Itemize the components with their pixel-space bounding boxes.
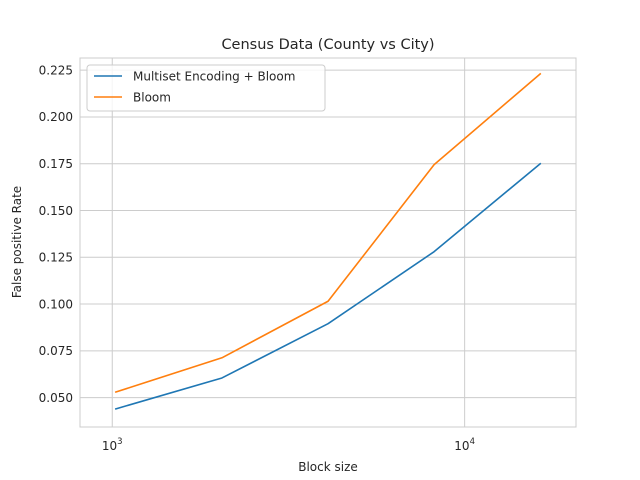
legend-label: Multiset Encoding + Bloom <box>133 69 295 83</box>
x-tick-label: 103 <box>102 437 123 453</box>
y-tick-label: 0.225 <box>39 63 73 77</box>
legend: Multiset Encoding + Bloom Bloom <box>86 64 326 112</box>
y-tick-label: 0.125 <box>39 251 73 265</box>
y-tick-label: 0.100 <box>39 297 73 311</box>
plot-area <box>79 57 577 428</box>
series-line-multiset-encoding-bloom <box>114 162 542 410</box>
plot-frame <box>79 57 577 428</box>
x-axis-title: Block size <box>298 460 358 474</box>
y-axis: 0.050 0.075 0.100 0.125 0.150 0.175 0.200 0.225 <box>39 63 73 404</box>
series-layer <box>114 72 542 410</box>
x-tick-label: 104 <box>454 437 475 453</box>
y-tick-label: 0.050 <box>39 391 73 405</box>
y-tick-label: 0.175 <box>39 157 73 171</box>
y-axis-title: False positive Rate <box>10 186 24 298</box>
legend-label: Bloom <box>133 90 171 104</box>
series-line-bloom <box>114 72 542 394</box>
x-axis: 103 104 <box>102 437 475 453</box>
legend-frame <box>86 64 326 112</box>
y-tick-label: 0.200 <box>39 110 73 124</box>
chart-title: Census Data (County vs City) <box>221 37 434 53</box>
y-tick-label: 0.075 <box>39 344 73 358</box>
y-tick-label: 0.150 <box>39 204 73 218</box>
